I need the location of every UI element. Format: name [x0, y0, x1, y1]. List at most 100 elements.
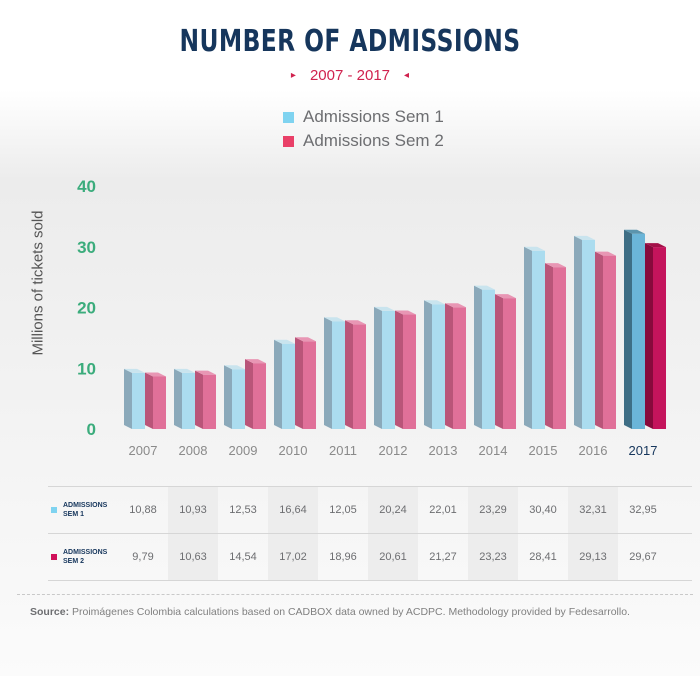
- bar-side: [645, 243, 653, 429]
- bar-side: [224, 365, 232, 429]
- bar-sem1-2009: [224, 365, 245, 429]
- bar-top: [324, 317, 345, 322]
- bar-top: [345, 320, 366, 325]
- legend-label-sem2: Admissions Sem 2: [303, 131, 444, 150]
- bar-side: [395, 310, 403, 429]
- chart-title: NUMBER OF ADMISSIONS: [179, 24, 521, 59]
- bar-sem2-2011: [345, 320, 366, 429]
- bar-front: [482, 289, 495, 429]
- bar-top: [545, 263, 566, 268]
- bar-top: [424, 300, 445, 305]
- bar-side: [595, 251, 603, 429]
- bar-front: [553, 267, 566, 429]
- bar-top: [645, 243, 666, 248]
- table-cell: 12,05: [329, 504, 357, 516]
- bar-side: [124, 368, 132, 429]
- bar-chart: 0 10 20 30 40 2007 2008 2009 2010 2011 2012 2013 201…: [77, 177, 666, 458]
- chart-subtitle: ▸ 2007 - 2017 ◂: [0, 67, 700, 84]
- bar-sem2-2007: [145, 372, 166, 429]
- bar-top: [624, 229, 645, 234]
- bar-front: [582, 239, 595, 429]
- table-cell: 16,64: [268, 487, 318, 533]
- bar-top: [445, 303, 466, 308]
- table-cell: 23,23: [468, 534, 518, 580]
- table-cell: 28,41: [529, 551, 557, 563]
- source-label: Source:: [30, 606, 70, 618]
- table-cell: 20,24: [368, 487, 418, 533]
- bar-front: [232, 369, 245, 429]
- bar-sem1-2015: [524, 246, 545, 429]
- y-tick-label: 10: [77, 359, 96, 378]
- bar-top: [374, 306, 395, 311]
- bar-front: [153, 376, 166, 429]
- bar-sem1-2017: [624, 229, 645, 429]
- bar-sem1-2011: [324, 317, 345, 429]
- x-tick-label: 2017: [629, 443, 658, 458]
- bar-top: [124, 368, 145, 373]
- bar-side: [574, 235, 582, 429]
- x-tick-label: 2008: [179, 443, 208, 458]
- bar-top: [295, 337, 316, 342]
- table-cell: 22,01: [429, 504, 457, 516]
- bar-front: [353, 324, 366, 429]
- bar-top: [474, 285, 495, 290]
- bar-sem1-2016: [574, 235, 595, 429]
- row-swatch: [51, 554, 57, 560]
- bar-front: [503, 298, 516, 429]
- bar-top: [274, 339, 295, 344]
- bar-sem2-2012: [395, 310, 416, 429]
- y-tick-label: 30: [77, 238, 96, 257]
- bar-top: [495, 294, 516, 299]
- row-label-text: ADMISSIONS SEM 1: [63, 502, 108, 518]
- table-cell: 30,40: [529, 504, 557, 516]
- bar-front: [253, 363, 266, 429]
- bar-front: [603, 255, 616, 429]
- bar-top: [574, 235, 595, 240]
- bar-side: [545, 263, 553, 429]
- table-cell: 17,02: [268, 534, 318, 580]
- table-cell: 32,31: [568, 487, 618, 533]
- divider: [17, 594, 693, 595]
- bar-side: [524, 246, 532, 429]
- bar-front: [403, 314, 416, 429]
- x-tick-label: 2014: [479, 443, 508, 458]
- bar-front: [132, 372, 145, 429]
- table-cell: 18,96: [329, 551, 357, 563]
- bar-sem2-2016: [595, 251, 616, 429]
- bar-side: [374, 306, 382, 429]
- bar-front: [282, 343, 295, 429]
- bar-side: [245, 359, 253, 429]
- bar-sem2-2017: [645, 243, 666, 429]
- legend-swatch-sem1: [283, 111, 294, 123]
- legend-label-sem1: Admissions Sem 1: [303, 107, 444, 126]
- table-cell: 10,93: [168, 487, 218, 533]
- x-tick-label: 2010: [279, 443, 308, 458]
- arrow-right-icon: ▸: [290, 70, 296, 81]
- y-tick-label: 40: [77, 177, 96, 196]
- bar-sem2-2008: [195, 370, 216, 429]
- bar-side: [195, 370, 203, 429]
- x-tick-label: 2013: [429, 443, 458, 458]
- source-text: Proimágenes Colombia calculations based …: [69, 606, 630, 618]
- x-tick-label: 2016: [579, 443, 608, 458]
- bar-front: [303, 341, 316, 429]
- table-cell: 32,95: [629, 504, 657, 516]
- bar-sem1-2013: [424, 300, 445, 429]
- bar-sem2-2010: [295, 337, 316, 429]
- bar-side: [145, 372, 153, 429]
- bar-top: [524, 246, 545, 251]
- x-tick-label: 2011: [329, 443, 357, 458]
- y-tick-label: 0: [87, 420, 96, 439]
- bar-front: [382, 310, 395, 429]
- row-swatch: [51, 507, 57, 513]
- bar-front: [653, 247, 666, 429]
- bar-top: [245, 359, 266, 364]
- table-cell: 23,29: [468, 487, 518, 533]
- table-row: ADMISSIONS SEM 1 10,88 10,93 12,53 16,64 12,05…: [48, 486, 692, 534]
- legend-item-sem1: Admissions Sem 1: [283, 107, 444, 127]
- bar-sem2-2009: [245, 359, 266, 429]
- bar-top: [195, 370, 216, 375]
- table-cell: 29,13: [568, 534, 618, 580]
- year-range: 2007 - 2017: [309, 67, 391, 84]
